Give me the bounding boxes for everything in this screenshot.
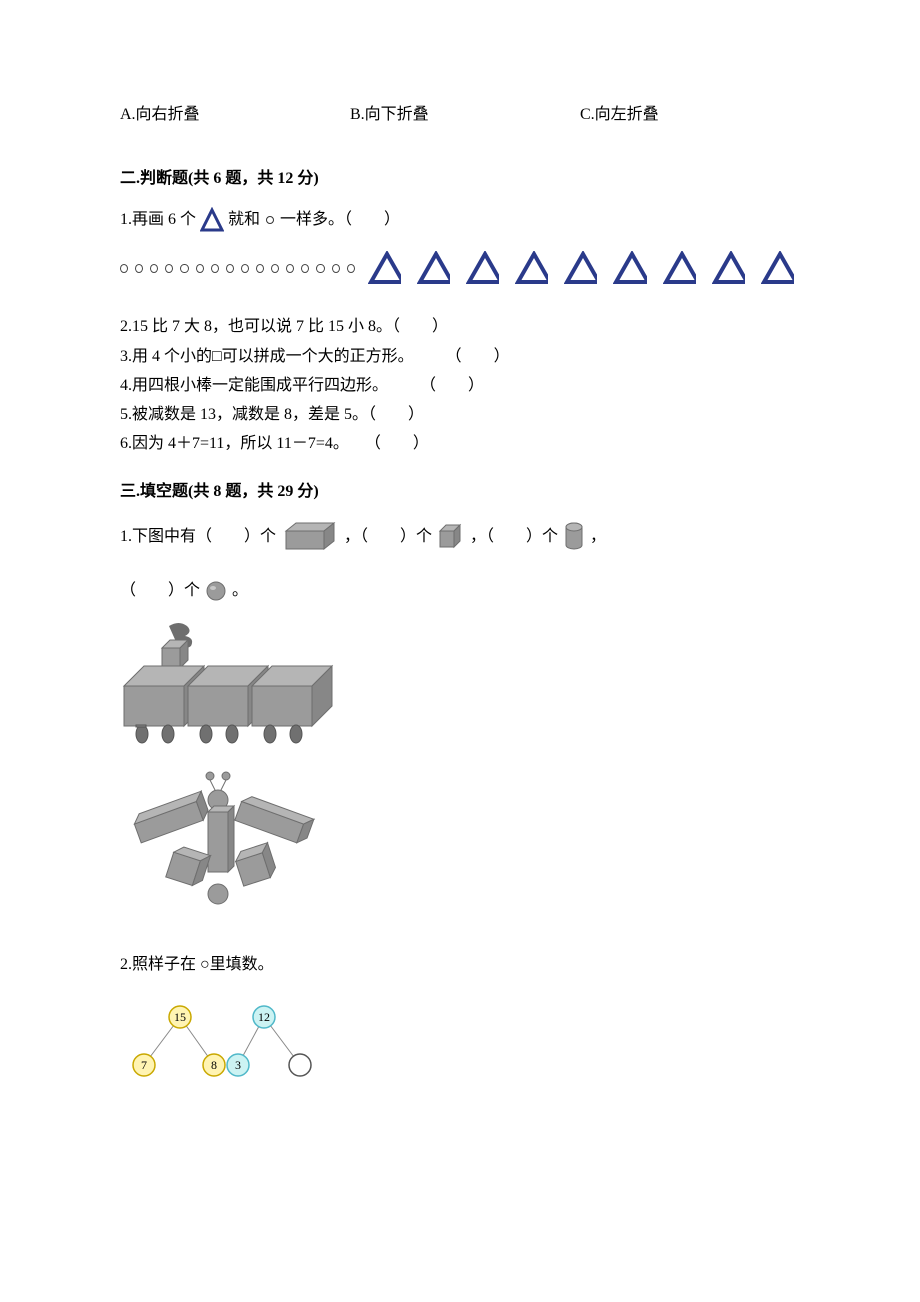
q1-p1: 1.下图中有（ ）个: [120, 523, 276, 550]
small-circle-icon: [256, 264, 264, 273]
svg-text:15: 15: [174, 1010, 186, 1024]
section3-q1: 1.下图中有（ ）个 ，（ ）个 ，（ ）个: [120, 519, 800, 604]
small-circle-icon: [211, 264, 219, 273]
small-circle-icon: [316, 264, 324, 273]
q1-p4: ，: [590, 523, 606, 550]
option-c: C.向左折叠: [580, 100, 659, 124]
triangle-icon: [466, 251, 499, 285]
small-circle-icon: [226, 264, 234, 273]
triangle-icon: [200, 206, 224, 233]
q1-p5: （ ）个: [120, 577, 200, 604]
cuboid-icon: [280, 519, 340, 553]
small-circle-icon: [150, 264, 158, 273]
section2-q3: 3.用 4 个小的□可以拼成一个大的正方形。 （ ）: [120, 343, 800, 370]
section3-q2: 2.照样子在 ○里填数。: [120, 951, 800, 978]
cube-icon: [436, 521, 466, 551]
triangle-icon: [564, 251, 597, 285]
small-circle-icon: [135, 264, 143, 273]
page-content: A.向右折叠 B.向下折叠 C.向左折叠 二.判断题(共 6 题，共 12 分)…: [0, 0, 920, 1144]
svg-text:3: 3: [235, 1058, 241, 1072]
blocks-svg: [114, 616, 354, 936]
triangle-icon: [613, 251, 646, 285]
q1-prefix: 1.再画 6 个: [120, 206, 196, 233]
blocks-figure: [114, 616, 800, 941]
q1-p2: ，（ ）个: [344, 523, 432, 550]
options-row: A.向右折叠 B.向下折叠 C.向左折叠: [120, 100, 800, 124]
q1-p6: 。: [232, 577, 248, 604]
judge-list: 2.15 比 7 大 8，也可以说 7 比 15 小 8。（ ） 3.用 4 个…: [120, 313, 800, 457]
small-circle-icon: [286, 264, 294, 273]
section2-q6: 6.因为 4＋7=11，所以 11－7=4。 （ ）: [120, 430, 800, 457]
triangle-icon: [417, 251, 450, 285]
small-circle-icon: [120, 264, 128, 273]
small-circle-icon: [196, 264, 204, 273]
small-circle-icon: [301, 264, 309, 273]
cylinder-icon: [562, 520, 586, 552]
section2-q4: 4.用四根小棒一定能围成平行四边形。 （ ）: [120, 372, 800, 399]
svg-text:12: 12: [258, 1010, 270, 1024]
svg-text:7: 7: [141, 1058, 147, 1072]
q1-suffix: 一样多。（ ）: [280, 206, 400, 233]
section2-q1: 1.再画 6 个 就和 一样多。（ ）: [120, 206, 800, 233]
triangle-icon: [368, 251, 401, 285]
section2-q5: 5.被减数是 13，减数是 8，差是 5。（ ）: [120, 401, 800, 428]
small-circle-icon: [347, 264, 355, 273]
tree-figure: 15 12 7 8 3: [120, 999, 800, 1094]
q1-mid: 就和: [228, 206, 260, 233]
small-circle-icon: [271, 264, 279, 273]
svg-text:8: 8: [211, 1058, 217, 1072]
small-circle-icon: [180, 264, 188, 273]
section2-heading: 二.判断题(共 6 题，共 12 分): [120, 164, 800, 188]
triangle-icon: [761, 251, 794, 285]
option-a: A.向右折叠: [120, 100, 350, 124]
small-circle-icon: [241, 264, 249, 273]
small-circle-icon: [165, 264, 173, 273]
q1-p3: ，（ ）个: [470, 523, 558, 550]
section3-heading: 三.填空题(共 8 题，共 29 分): [120, 477, 800, 501]
tree-svg: 15 12 7 8 3: [120, 999, 330, 1089]
sphere-icon: [204, 579, 228, 603]
triangle-icon: [712, 251, 745, 285]
circle-icon: [264, 216, 276, 224]
section2-q2: 2.15 比 7 大 8，也可以说 7 比 15 小 8。（ ）: [120, 313, 800, 340]
shapes-row: [120, 251, 800, 285]
triangle-icon: [515, 251, 548, 285]
triangle-icon: [663, 251, 696, 285]
option-b: B.向下折叠: [350, 100, 580, 124]
small-circle-icon: [332, 264, 340, 273]
